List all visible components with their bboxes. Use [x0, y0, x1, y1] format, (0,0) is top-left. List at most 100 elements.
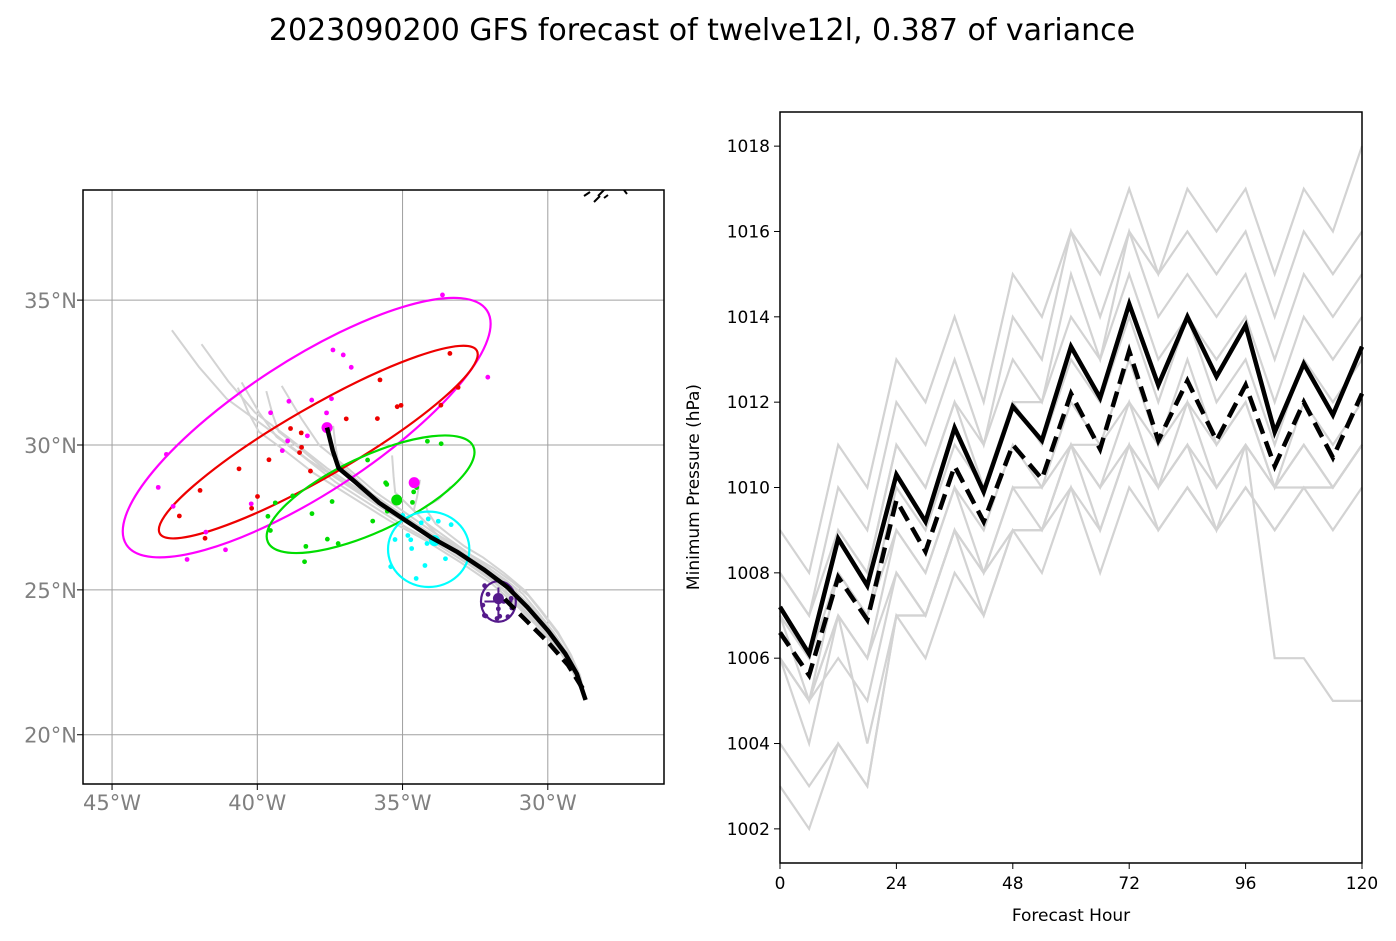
- member-position: [248, 501, 254, 507]
- member-position: [329, 499, 335, 504]
- member-position: [410, 499, 415, 505]
- member-position: [308, 468, 313, 474]
- member-position: [203, 529, 209, 535]
- ensemble-pressure-line: [779, 399, 1363, 832]
- member-position: [184, 557, 190, 562]
- member-position: [485, 591, 491, 597]
- member-position: [255, 494, 260, 499]
- x-tick-label: 48: [1002, 874, 1024, 894]
- ensemble-track: [424, 486, 587, 701]
- member-position: [236, 466, 242, 472]
- map-gridlines: [83, 190, 664, 784]
- member-position: [505, 614, 511, 619]
- member-position: [392, 537, 398, 542]
- member-position: [267, 528, 273, 533]
- ensemble-pressure-line: [779, 270, 1363, 661]
- member-position: [365, 457, 370, 463]
- ensemble-tracks: [171, 329, 587, 701]
- member-position: [304, 433, 310, 439]
- member-position: [394, 404, 400, 410]
- member-position: [302, 559, 307, 565]
- member-position: [424, 541, 430, 546]
- member-position: [455, 385, 461, 390]
- map-tick-label-y: 30°N: [24, 434, 77, 458]
- x-tick-label: 0: [775, 874, 786, 894]
- member-position: [266, 457, 272, 463]
- member-position: [268, 410, 273, 416]
- member-position: [377, 377, 383, 383]
- mean-pressure-solid: [778, 296, 1365, 660]
- cluster-ellipse: [157, 344, 479, 540]
- member-position: [443, 556, 448, 562]
- y-tick-label: 1002: [727, 820, 770, 840]
- member-position: [324, 410, 329, 416]
- member-position: [279, 448, 285, 454]
- y-tick-label: 1006: [727, 649, 770, 669]
- map-tick-label-x: 40°W: [228, 791, 286, 815]
- map-tick-label-y: 20°N: [24, 724, 77, 748]
- member-position: [176, 513, 182, 519]
- member-position: [298, 430, 304, 436]
- cluster-ellipse: [386, 510, 471, 589]
- y-tick-label: 1018: [727, 137, 770, 157]
- map-tick-labels: 45°W 40°W 35°W 30°W 20°N 25°N 30°N 35°N: [24, 289, 577, 815]
- member-position: [495, 606, 501, 612]
- member-position: [494, 616, 500, 621]
- member-position: [435, 518, 441, 524]
- cluster-ellipses: [121, 296, 517, 623]
- member-position: [286, 398, 292, 404]
- member-position: [440, 292, 445, 298]
- member-position: [480, 602, 486, 608]
- member-position: [384, 481, 390, 487]
- coastline-fragment: [583, 190, 628, 203]
- member-position: [409, 546, 415, 551]
- mean-track-solid: [324, 427, 588, 701]
- y-tick-label: 1008: [727, 564, 770, 584]
- cluster-center: [408, 477, 420, 489]
- member-position: [340, 352, 346, 358]
- member-position: [197, 488, 203, 493]
- y-tick-label: 1010: [727, 479, 770, 499]
- map-tick-label-y: 25°N: [24, 579, 77, 603]
- member-position: [288, 426, 293, 431]
- member-position: [438, 402, 444, 408]
- member-position: [329, 396, 334, 402]
- y-tick-label: 1004: [727, 735, 770, 755]
- member-position: [265, 513, 271, 519]
- x-tick-label: 24: [886, 874, 908, 894]
- member-position: [330, 347, 336, 353]
- x-tick-label: 120: [1346, 874, 1378, 894]
- y-axis-label: Minimum Pressure (hPa): [684, 384, 704, 590]
- ensemble-pressure-line: [779, 227, 1363, 619]
- member-position: [348, 364, 354, 370]
- member-position: [418, 520, 424, 526]
- member-position: [223, 547, 228, 553]
- member-position: [422, 563, 428, 568]
- x-tick-label: 96: [1235, 874, 1257, 894]
- pressure-ticks: 0 24 48 72 96 120 1002 1004 1006 1008 1010 1012 1014…: [727, 137, 1378, 894]
- member-position: [343, 416, 349, 422]
- member-position: [482, 583, 488, 589]
- ensemble-track: [236, 387, 587, 701]
- member-position: [335, 541, 341, 546]
- member-position: [374, 416, 380, 421]
- member-position: [411, 489, 417, 495]
- mean-pressure-lines: [778, 296, 1365, 681]
- member-position: [388, 564, 394, 570]
- mean-track: [324, 427, 588, 701]
- map-frame: [82, 189, 665, 785]
- map-tick-label-x: 35°W: [374, 791, 432, 815]
- member-position: [297, 450, 302, 455]
- ensemble-pressure-lines: [778, 145, 1364, 832]
- member-position: [448, 522, 454, 528]
- y-tick-label: 1016: [727, 222, 770, 242]
- y-tick-label: 1014: [727, 308, 770, 328]
- mean-track-dashed: [499, 594, 585, 690]
- member-position: [202, 535, 208, 541]
- member-position: [272, 500, 278, 506]
- member-position: [324, 536, 330, 542]
- member-position: [405, 533, 411, 538]
- member-position: [413, 576, 419, 581]
- member-position: [447, 351, 453, 356]
